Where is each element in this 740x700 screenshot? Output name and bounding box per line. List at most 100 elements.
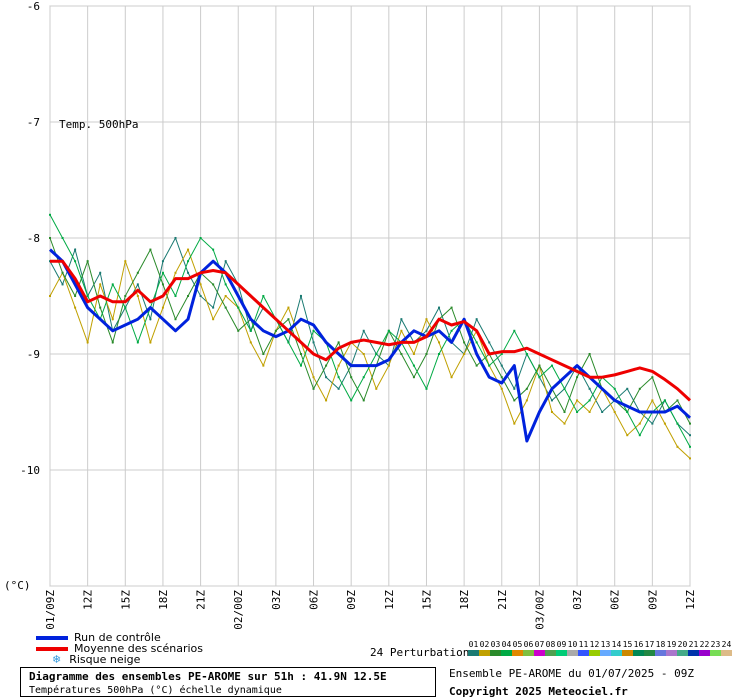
- perturbation-point: [312, 376, 315, 379]
- perturbation-key-15: 15: [622, 640, 633, 656]
- perturbation-point: [149, 341, 152, 344]
- chart-annotation: Temp. 500hPa: [59, 118, 138, 131]
- perturbation-point: [450, 376, 453, 379]
- perturbation-point: [149, 318, 152, 321]
- ensemble-mean-line: [50, 259, 692, 402]
- perturbation-point: [337, 364, 340, 367]
- perturbation-point: [86, 260, 89, 263]
- perturbation-point: [237, 306, 240, 309]
- perturbation-code: 06: [523, 640, 534, 649]
- perturbation-point: [249, 329, 252, 332]
- perturbation-point: [174, 318, 177, 321]
- perturbation-point: [588, 387, 591, 390]
- perturbation-point: [550, 399, 553, 402]
- x-tick-label: 21Z: [496, 590, 509, 610]
- perturbation-point: [74, 306, 77, 309]
- perturbation-code: 17: [644, 640, 655, 649]
- perturbation-swatch: [633, 650, 644, 656]
- perturbation-point: [287, 306, 290, 309]
- x-tick-label: 01/09Z: [44, 590, 57, 630]
- perturbation-key-12: 12: [589, 640, 600, 656]
- perturbation-point: [287, 341, 290, 344]
- perturbation-point: [136, 295, 139, 297]
- perturbation-point: [49, 295, 51, 297]
- perturbation-swatch: [611, 650, 622, 656]
- perturbation-point: [689, 457, 691, 460]
- perturbation-point: [500, 376, 503, 379]
- x-tick-label: 03Z: [270, 590, 283, 610]
- perturbation-point: [651, 422, 654, 425]
- y-tick-label: -10: [20, 464, 40, 477]
- perturbation-point: [174, 237, 177, 239]
- perturbation-point: [525, 387, 528, 390]
- perturbation-code: 22: [699, 640, 710, 649]
- perturbation-point: [362, 399, 365, 402]
- perturbation-point: [325, 364, 328, 367]
- perturbation-key-13: 13: [600, 640, 611, 656]
- perturbation-point: [588, 411, 591, 413]
- perturbation-point: [74, 248, 77, 251]
- perturbation-point: [99, 306, 102, 309]
- perturbation-line-04: [49, 214, 691, 448]
- perturbation-point: [513, 422, 516, 425]
- perturbation-swatch: [688, 650, 699, 656]
- perturbation-code: 05: [512, 640, 523, 649]
- legend-control: Run de contrôle: [36, 631, 161, 644]
- perturbation-point: [124, 295, 127, 297]
- x-tick-label: 12Z: [684, 590, 697, 610]
- perturbation-point: [337, 387, 340, 390]
- y-tick-label: -6: [27, 0, 40, 13]
- perturbation-swatch: [468, 650, 479, 656]
- perturbation-point: [61, 283, 64, 286]
- perturbation-point: [425, 329, 428, 332]
- perturbation-point: [375, 387, 378, 390]
- perturbation-point: [676, 399, 679, 402]
- x-tick-label: 06Z: [609, 590, 622, 610]
- x-tick-label: 18Z: [157, 590, 170, 610]
- perturbation-point: [676, 445, 679, 448]
- perturbation-point: [224, 260, 227, 263]
- perturbation-code: 04: [501, 640, 512, 649]
- perturbation-point: [362, 353, 365, 355]
- perturbation-point: [199, 295, 202, 297]
- snowflake-icon: ❄: [52, 653, 62, 666]
- perturbation-swatch: [666, 650, 677, 656]
- perturbation-point: [438, 341, 441, 344]
- perturbation-point: [550, 364, 553, 367]
- perturbation-point: [187, 295, 190, 297]
- perturbation-point: [412, 376, 415, 379]
- perturbation-code: 20: [677, 640, 688, 649]
- perturbation-code: 11: [578, 640, 589, 649]
- perturbation-point: [588, 399, 591, 402]
- perturbation-line-03: [49, 237, 691, 424]
- perturbation-point: [111, 318, 114, 321]
- perturbation-point: [262, 353, 265, 355]
- perturbation-point: [525, 399, 528, 402]
- x-tick-label: 02/00Z: [232, 590, 245, 630]
- perturbation-swatch: [699, 650, 710, 656]
- perturbation-key-19: 19: [666, 640, 677, 656]
- perturbation-point: [199, 283, 202, 286]
- perturbation-point: [450, 329, 453, 332]
- perturbation-point: [249, 341, 252, 344]
- x-tick-label: 06Z: [308, 590, 321, 610]
- perturbation-point: [136, 283, 139, 286]
- perturbation-point: [74, 260, 77, 263]
- chart-title: Diagramme des ensembles PE-AROME sur 51h…: [29, 670, 387, 683]
- perturbation-key-09: 09: [556, 640, 567, 656]
- perturbation-point: [638, 387, 641, 390]
- perturbation-point: [161, 260, 164, 263]
- x-tick-label: 03Z: [571, 590, 584, 610]
- title-box: Diagramme des ensembles PE-AROME sur 51h…: [20, 667, 436, 697]
- perturbation-point: [513, 329, 516, 332]
- perturbation-point: [626, 434, 629, 437]
- perturbation-code: 08: [545, 640, 556, 649]
- perturbation-point: [174, 271, 177, 274]
- perturbation-point: [187, 260, 190, 263]
- perturbation-key-16: 16: [633, 640, 644, 656]
- perturbation-point: [199, 237, 202, 239]
- perturbation-point: [337, 341, 340, 344]
- perturbation-point: [525, 353, 528, 355]
- perturbation-point: [274, 329, 277, 332]
